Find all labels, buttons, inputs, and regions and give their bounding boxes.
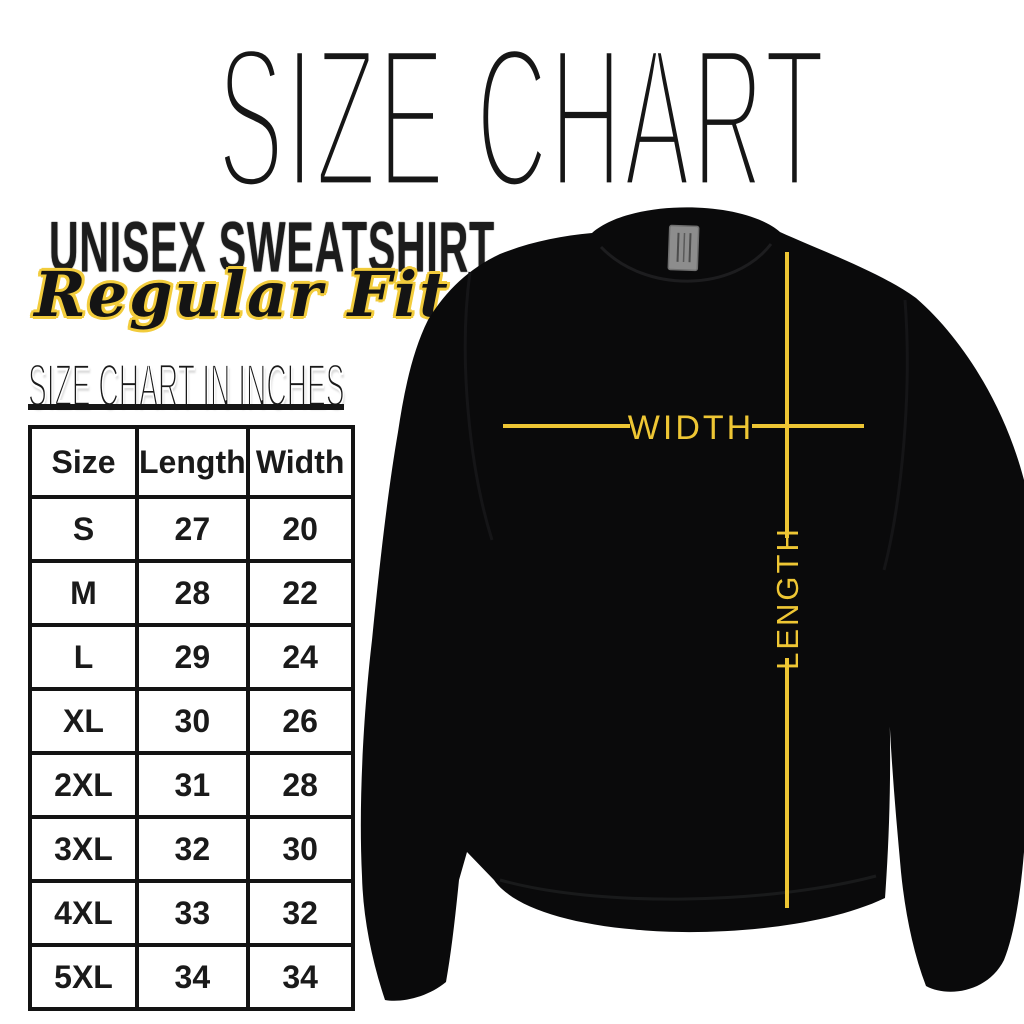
table-row: XL 30 26	[28, 687, 355, 755]
length-cell: 32	[135, 815, 250, 883]
length-cell: 28	[135, 559, 250, 627]
table-row: L 29 24	[28, 623, 355, 691]
column-header-width: Width	[245, 425, 355, 499]
width-cell: 24	[245, 623, 355, 691]
width-cell: 32	[245, 879, 355, 947]
size-cell: 5XL	[28, 943, 139, 1011]
heading-underline	[28, 404, 344, 410]
size-cell: L	[28, 623, 139, 691]
product-fit: Regular Fit	[34, 258, 450, 331]
hem-seam	[499, 874, 877, 901]
table-row: S 27 20	[28, 495, 355, 563]
table-row: M 28 22	[28, 559, 355, 627]
size-cell: 2XL	[28, 751, 139, 819]
shoulder-seam-left	[463, 271, 494, 541]
width-cell: 30	[245, 815, 355, 883]
length-cell: 29	[135, 623, 250, 691]
column-header-length: Length	[135, 425, 250, 499]
shoulder-seam-right	[882, 299, 909, 571]
sweatshirt-silhouette	[360, 207, 1024, 1001]
column-header-size: Size	[28, 425, 139, 499]
width-label: WIDTH	[628, 409, 754, 447]
size-cell: M	[28, 559, 139, 627]
product-name-wrap: UNISEX SWEATSHIRT	[0, 212, 494, 283]
product-fit-wrap: Regular Fit	[0, 264, 484, 326]
table-row: 3XL 32 30	[28, 815, 355, 883]
table-row: 4XL 33 32	[28, 879, 355, 947]
table-row: 5XL 34 34	[28, 943, 355, 1011]
size-cell: 4XL	[28, 879, 139, 947]
length-cell: 33	[135, 879, 250, 947]
size-cell: 3XL	[28, 815, 139, 883]
width-cell: 22	[245, 559, 355, 627]
length-cell: 31	[135, 751, 250, 819]
width-cell: 28	[245, 751, 355, 819]
table-header-row: Size Length Width	[28, 425, 355, 499]
size-table: Size Length Width S 27 20 M 28 22 L 29 2…	[28, 425, 355, 1011]
neck-label-tag	[667, 224, 700, 272]
size-cell: XL	[28, 687, 139, 755]
length-cell: 34	[135, 943, 250, 1011]
table-row: 2XL 31 28	[28, 751, 355, 819]
length-cell: 27	[135, 495, 250, 563]
length-cell: 30	[135, 687, 250, 755]
width-cell: 26	[245, 687, 355, 755]
length-label: LENGTH	[770, 526, 805, 670]
width-cell: 20	[245, 495, 355, 563]
collar-seam	[599, 243, 773, 283]
product-name: UNISEX SWEATSHIRT	[48, 207, 495, 288]
width-cell: 34	[245, 943, 355, 1011]
size-cell: S	[28, 495, 139, 563]
